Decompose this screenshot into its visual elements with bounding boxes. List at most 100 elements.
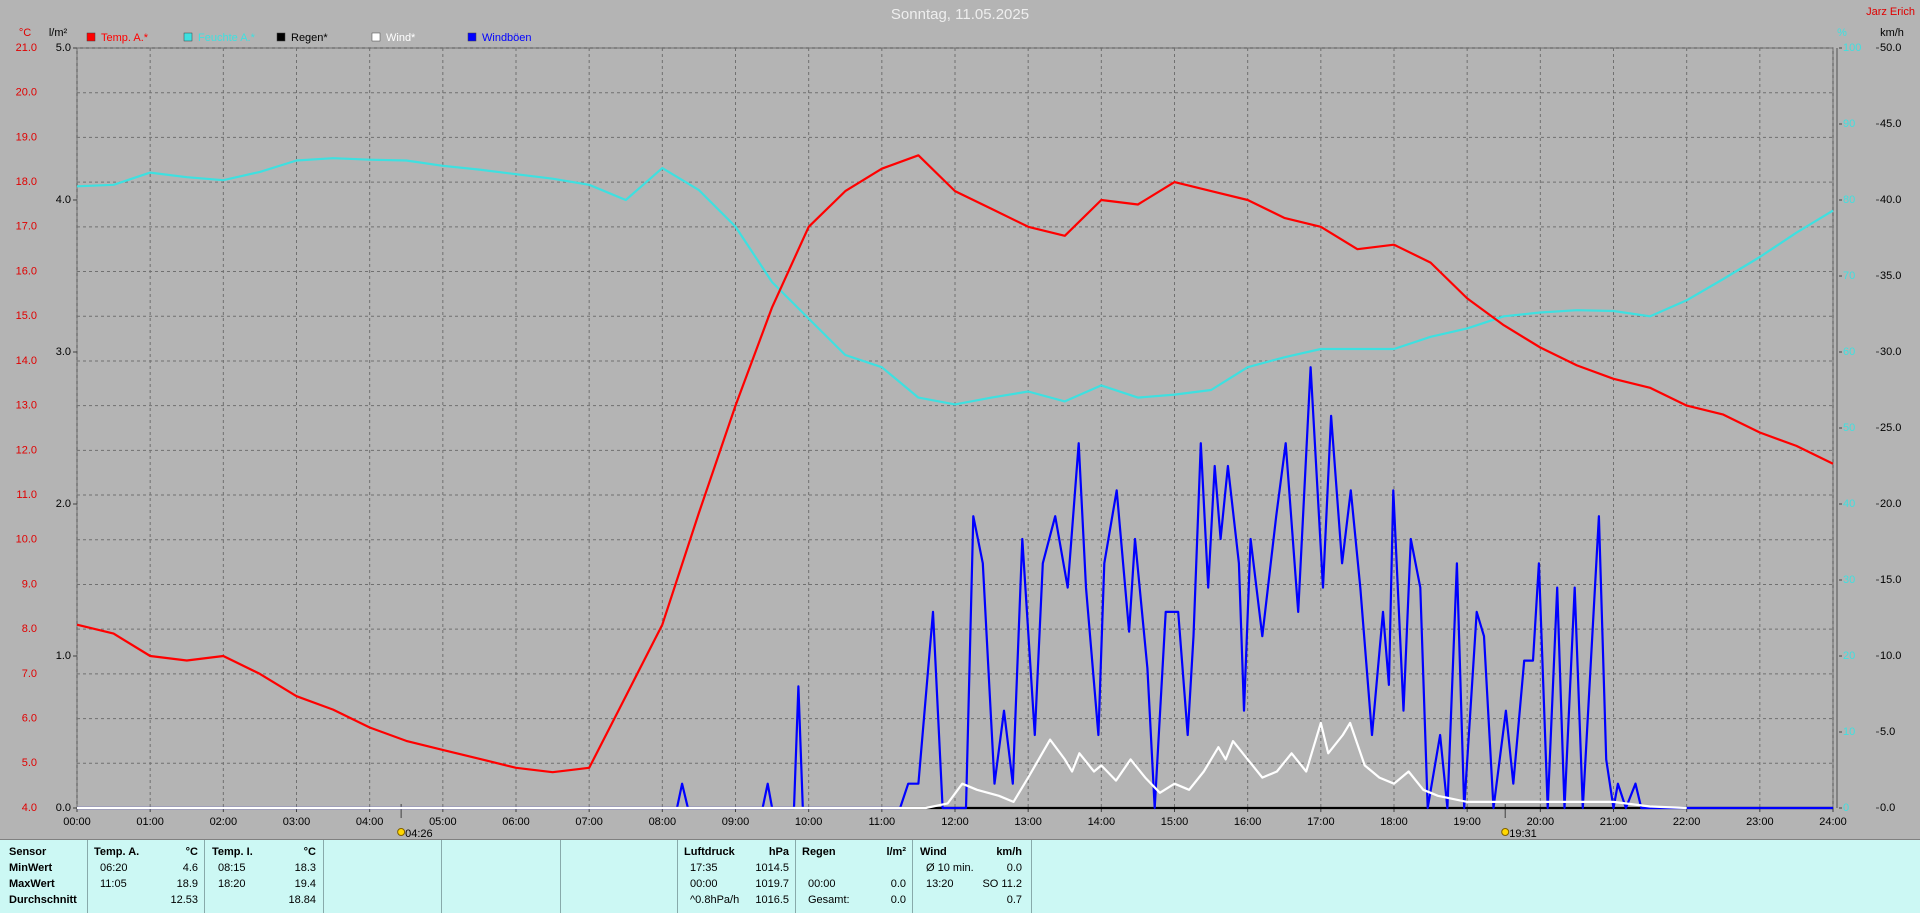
cell-time: 00:00: [808, 878, 836, 890]
group-unit: km/h: [996, 846, 1022, 858]
x-tick-label: 18:00: [1380, 816, 1408, 828]
legend-swatch: [467, 32, 477, 42]
x-tick-label: 09:00: [722, 816, 750, 828]
separator: [87, 840, 88, 913]
chart: Sonntag, 11.05.2025 Jarz Erich 4.0 5.0 6.0…: [16, 6, 1915, 839]
cell-time: 11:05: [100, 878, 127, 890]
y2-tick-label: 1.0: [56, 650, 71, 662]
cell-time: Ø 10 min.: [926, 862, 974, 874]
y4-tick-label: 0.0: [1880, 802, 1895, 814]
y3-tick-label: 10: [1843, 726, 1855, 738]
group-name: Wind: [920, 846, 947, 858]
x-tick-label: 12:00: [941, 816, 969, 828]
y3-tick-label: 60: [1843, 346, 1855, 358]
y4-tick-label: 50.0: [1880, 42, 1901, 54]
x-tick-label: 06:00: [502, 816, 530, 828]
legend-label: Wind*: [386, 32, 416, 44]
y-unit: °C: [19, 27, 31, 39]
cell-value: 0.0: [890, 894, 906, 906]
x-tick-label: 22:00: [1673, 816, 1701, 828]
sun-event-icon: [1501, 828, 1510, 836]
y3-tick-label: 50: [1843, 422, 1855, 434]
y3-tick-label: 0: [1843, 802, 1849, 814]
group-name: Temp. I.: [212, 846, 253, 858]
chart-title: Sonntag, 11.05.2025: [891, 6, 1029, 23]
cell-value: 18.9: [176, 878, 198, 890]
y-tick-label: 20.0: [16, 87, 37, 99]
group-unit: °C: [185, 846, 198, 858]
cell-time: 06:20: [100, 862, 128, 874]
y4-tick-label: 40.0: [1880, 194, 1901, 206]
separator: [677, 840, 678, 913]
row-label: Durchschnitt: [9, 894, 77, 906]
legend-swatch: [86, 32, 96, 42]
cell-value: 18.3: [294, 862, 316, 874]
y-tick-label: 19.0: [16, 131, 37, 143]
y-tick-label: 16.0: [16, 265, 37, 277]
y2-tick-label: 3.0: [56, 346, 71, 358]
separator: [1031, 840, 1032, 913]
y4-tick-label: 20.0: [1880, 498, 1901, 510]
y3-tick-label: 90: [1843, 118, 1855, 130]
y3-tick-label: 20: [1843, 650, 1855, 662]
cell-time: 00:00: [690, 878, 718, 890]
y3-tick-label: 100: [1843, 42, 1861, 54]
y-tick-label: 15.0: [16, 310, 37, 322]
cell-value: 0.0: [890, 878, 906, 890]
group-name: Regen: [802, 846, 836, 858]
cell-value: 12.53: [170, 894, 198, 906]
x-tick-label: 08:00: [649, 816, 677, 828]
row-label: MaxWert: [9, 878, 55, 890]
y-tick-label: 9.0: [22, 578, 37, 590]
cell-value: 4.6: [182, 862, 198, 874]
cell-time: 13:20: [926, 878, 954, 890]
y-tick-label: 13.0: [16, 400, 37, 412]
y4-unit: km/h: [1880, 27, 1904, 39]
series-line: [77, 366, 1833, 810]
cell-time: ^0.8hPa/h: [690, 894, 740, 906]
x-tick-label: 15:00: [1161, 816, 1189, 828]
x-tick-label: 23:00: [1746, 816, 1774, 828]
row-label: MinWert: [9, 862, 53, 874]
x-tick-label: 04:00: [356, 816, 384, 828]
y3-tick-label: 80: [1843, 194, 1855, 206]
separator: [204, 840, 205, 913]
cell-value: 1014.5: [755, 862, 789, 874]
cell-time: 18:20: [218, 878, 246, 890]
y4-tick-label: 15.0: [1880, 574, 1901, 586]
group-name: Luftdruck: [684, 846, 735, 858]
y-tick-label: 4.0: [22, 802, 37, 814]
x-tick-label: 19:00: [1453, 816, 1481, 828]
legend-swatch: [276, 32, 286, 42]
cell-value: 0.0: [1006, 862, 1022, 874]
cell-value: 19.4: [294, 878, 316, 890]
series-line: [76, 157, 1834, 406]
series-line: [76, 154, 1834, 774]
cell-value: 0.7: [1006, 894, 1022, 906]
x-tick-label: 16:00: [1234, 816, 1262, 828]
y3-tick-label: 70: [1843, 270, 1855, 282]
y3-unit: %: [1837, 27, 1847, 39]
separator: [912, 840, 913, 913]
x-tick-label: 03:00: [283, 816, 311, 828]
x-tick-label: 05:00: [429, 816, 457, 828]
x-tick-label: 21:00: [1600, 816, 1628, 828]
cell-time: 08:15: [218, 862, 246, 874]
legend-label: Temp. A.*: [101, 32, 149, 44]
y-tick-label: 12.0: [16, 444, 37, 456]
y4-tick-label: 30.0: [1880, 346, 1901, 358]
x-tick-label: 02:00: [210, 816, 238, 828]
cell-value: 1016.5: [755, 894, 789, 906]
separator: [441, 840, 442, 913]
y-tick-label: 10.0: [16, 534, 37, 546]
y-tick-label: 21.0: [16, 42, 37, 54]
x-tick-label: 07:00: [575, 816, 603, 828]
group-unit: l/m²: [886, 846, 906, 858]
cell-value: 18.84: [288, 894, 316, 906]
y-tick-label: 7.0: [22, 668, 37, 680]
group-name: Temp. A.: [94, 846, 140, 858]
x-tick-label: 00:00: [63, 816, 91, 828]
x-tick-label: 10:00: [795, 816, 823, 828]
separator: [323, 840, 324, 913]
